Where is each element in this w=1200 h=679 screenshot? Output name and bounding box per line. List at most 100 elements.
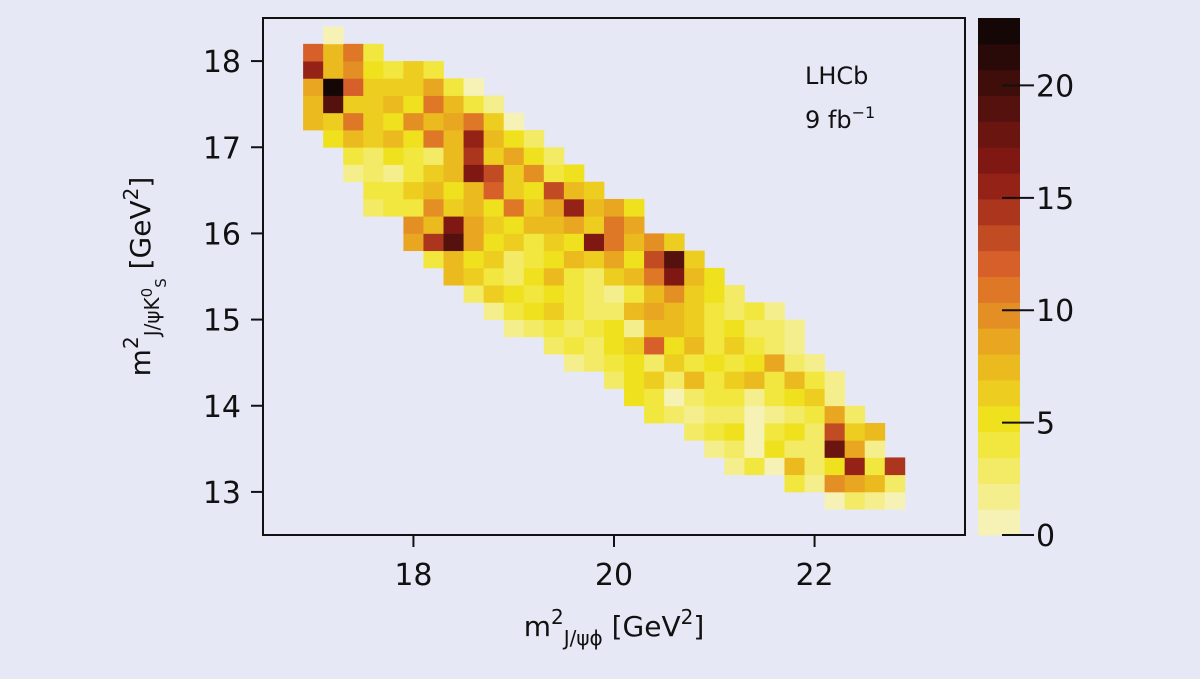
heatmap-cell [363,95,384,114]
heatmap-cell [884,491,906,510]
heatmap-cell [503,164,525,183]
y-tick-label: 15 [203,304,241,339]
heatmap-cell [403,95,424,114]
heatmap-cell [463,164,485,183]
heatmap-cell [463,233,485,252]
heatmap-cell [804,388,825,407]
heatmap-cell [343,78,364,96]
heatmap-cell [543,267,565,286]
heatmap-cell [664,233,685,252]
heatmap-cell [804,457,825,476]
heatmap-cell [804,474,825,493]
heatmap-cell [403,198,424,217]
heatmap-cell [463,250,485,269]
heatmap-cell [724,405,745,424]
x-axis-label-part: 2 [551,605,564,629]
heatmap-cell [804,354,825,372]
heatmap-cell [423,181,444,200]
colorbar-step [978,328,1020,355]
heatmap-cell [804,440,825,458]
heatmap-cell [483,130,505,148]
heatmap-cell [603,354,625,372]
heatmap-cell [523,147,545,165]
heatmap-cell [543,233,565,252]
heatmap-cell [644,388,665,407]
heatmap-cell [724,388,745,407]
heatmap-cell [704,422,725,441]
heatmap-cell [363,78,384,96]
heatmap-cell [443,78,464,96]
heatmap-cell [744,388,765,407]
heatmap-cell [543,216,565,234]
heatmap-cell [744,319,765,338]
heatmap-cell [824,422,846,441]
heatmap-cell [664,336,685,355]
x-tick-label: 22 [795,558,833,593]
heatmap-cell [664,285,685,303]
heatmap-cell [664,302,685,320]
heatmap-cell [483,181,505,200]
heatmap-cell [363,61,384,79]
y-axis-label-part: J/ψK [140,296,164,338]
heatmap-cell [543,198,565,217]
heatmap-cell [483,112,505,131]
heatmap-cell [503,130,525,148]
heatmap-cell [724,354,745,372]
heatmap-cell [764,302,785,320]
heatmap-cell [503,319,525,338]
heatmap-cell [483,216,505,234]
heatmap-cell [824,440,846,458]
heatmap-cell [563,336,585,355]
heatmap-cell [824,474,846,493]
heatmap-cell [824,388,846,407]
heatmap-cell [583,267,605,286]
heatmap-cell [323,26,344,45]
colorbar-step [978,250,1020,277]
y-axis-label-part: ] [124,177,157,188]
heatmap-cell [403,181,424,200]
heatmap-cell [704,302,725,320]
heatmap-cell [824,371,846,389]
heatmap-cell [363,181,384,200]
heatmap-cell [383,181,404,200]
annotation-sup: −1 [852,103,876,122]
colorbar-tick-label: 20 [1036,69,1074,104]
heatmap-cell [443,147,464,165]
heatmap-cell [844,457,866,476]
heatmap-cell [443,267,464,286]
x-tick-label: 18 [394,558,432,593]
heatmap-cell [624,319,645,338]
colorbar-tick-label: 10 [1036,294,1074,329]
heatmap-cell [784,336,805,355]
heatmap-cell [443,112,464,131]
heatmap-cell [303,43,324,62]
heatmap-cell [804,371,825,389]
heatmap-cell [423,198,444,217]
heatmap-cell [664,371,685,389]
heatmap-cell [664,319,685,338]
heatmap-cell [563,354,585,372]
heatmap-cell [343,61,364,79]
x-axis-label-part: m [524,610,551,643]
heatmap-cell [844,491,866,510]
heatmap-cell [323,95,344,114]
heatmap-cell [664,267,685,286]
heatmap-cell [804,422,825,441]
heatmap-cell [403,61,424,79]
heatmap-cell [343,130,364,148]
heatmap-cell [523,216,545,234]
heatmap-cell [583,198,605,217]
colorbar-tick-label: 15 [1036,182,1074,217]
colorbar-step [978,198,1020,226]
heatmap-cell [403,78,424,96]
heatmap-cell [864,457,886,476]
heatmap-cell [744,302,765,320]
heatmap-cell [423,250,444,269]
heatmap-cell [644,336,665,355]
y-axis-label-part: 2 [119,336,143,349]
heatmap-cell [503,267,525,286]
y-axis-label-part: 0 [138,288,156,298]
heatmap-cell [724,371,745,389]
heatmap-cell [383,164,404,183]
heatmap-cell [603,285,625,303]
